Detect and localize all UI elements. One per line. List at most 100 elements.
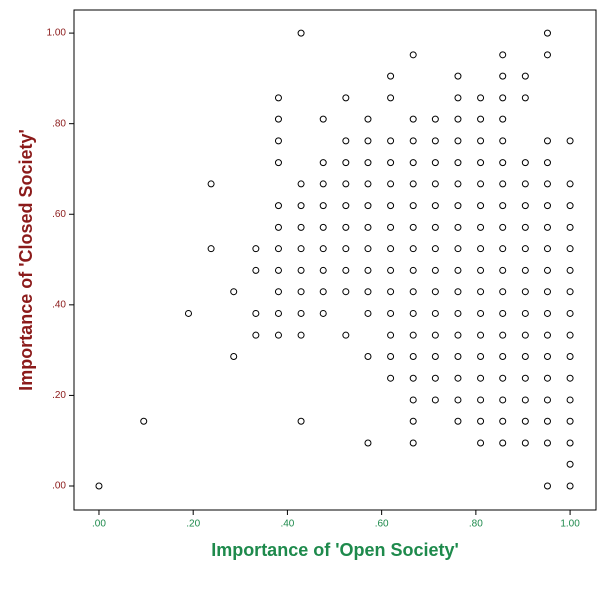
point: [252, 309, 260, 317]
point: [543, 29, 551, 37]
y-tick-label: .60: [52, 209, 66, 220]
point: [521, 396, 529, 404]
point: [431, 266, 439, 274]
x-tick-label: .00: [92, 519, 106, 530]
point: [387, 94, 395, 102]
point: [543, 374, 551, 382]
point: [319, 288, 327, 296]
y-axis-title: Importance of 'Closed Society': [16, 129, 36, 391]
point: [342, 331, 350, 339]
point: [431, 309, 439, 317]
point: [387, 137, 395, 145]
point: [477, 309, 485, 317]
point: [387, 374, 395, 382]
point: [477, 331, 485, 339]
point: [297, 180, 305, 188]
point: [499, 137, 507, 145]
point: [499, 51, 507, 59]
point: [409, 223, 417, 231]
point: [566, 245, 574, 253]
point: [387, 266, 395, 274]
point: [521, 309, 529, 317]
point: [297, 288, 305, 296]
point: [387, 72, 395, 80]
point: [387, 309, 395, 317]
point: [543, 309, 551, 317]
point: [566, 223, 574, 231]
point: [477, 115, 485, 123]
point: [364, 439, 372, 447]
point: [274, 94, 282, 102]
point: [521, 331, 529, 339]
point: [297, 331, 305, 339]
point: [477, 439, 485, 447]
point: [252, 245, 260, 253]
point: [543, 396, 551, 404]
point: [387, 159, 395, 167]
point: [409, 51, 417, 59]
point: [319, 180, 327, 188]
point: [207, 180, 215, 188]
point: [566, 396, 574, 404]
point: [454, 396, 462, 404]
point: [477, 374, 485, 382]
point: [342, 159, 350, 167]
point: [184, 309, 192, 317]
point: [274, 137, 282, 145]
point: [387, 352, 395, 360]
point: [454, 223, 462, 231]
point: [409, 439, 417, 447]
point: [543, 331, 551, 339]
point: [499, 72, 507, 80]
point: [521, 288, 529, 296]
point: [342, 137, 350, 145]
point: [566, 137, 574, 145]
point: [477, 245, 485, 253]
point: [454, 180, 462, 188]
point: [454, 331, 462, 339]
point: [499, 180, 507, 188]
point: [543, 245, 551, 253]
point: [364, 309, 372, 317]
point: [477, 352, 485, 360]
point: [409, 202, 417, 210]
point: [274, 288, 282, 296]
point: [387, 180, 395, 188]
point: [499, 396, 507, 404]
point: [297, 266, 305, 274]
point: [431, 223, 439, 231]
point: [566, 202, 574, 210]
point: [319, 159, 327, 167]
x-tick-label: .60: [375, 519, 389, 530]
point: [454, 159, 462, 167]
point: [431, 137, 439, 145]
point: [454, 309, 462, 317]
point: [521, 374, 529, 382]
point: [431, 396, 439, 404]
point: [543, 482, 551, 490]
point: [230, 352, 238, 360]
point: [454, 94, 462, 102]
point: [454, 374, 462, 382]
point: [364, 352, 372, 360]
point: [454, 72, 462, 80]
point: [566, 439, 574, 447]
point: [342, 202, 350, 210]
point: [409, 115, 417, 123]
point: [431, 374, 439, 382]
y-tick-label: .20: [52, 390, 66, 401]
point: [252, 266, 260, 274]
point: [499, 159, 507, 167]
point: [499, 417, 507, 425]
point: [297, 202, 305, 210]
point: [342, 288, 350, 296]
point: [342, 223, 350, 231]
point: [454, 417, 462, 425]
point: [521, 223, 529, 231]
x-tick-label: .20: [186, 519, 200, 530]
point: [454, 202, 462, 210]
point: [364, 180, 372, 188]
point: [521, 180, 529, 188]
